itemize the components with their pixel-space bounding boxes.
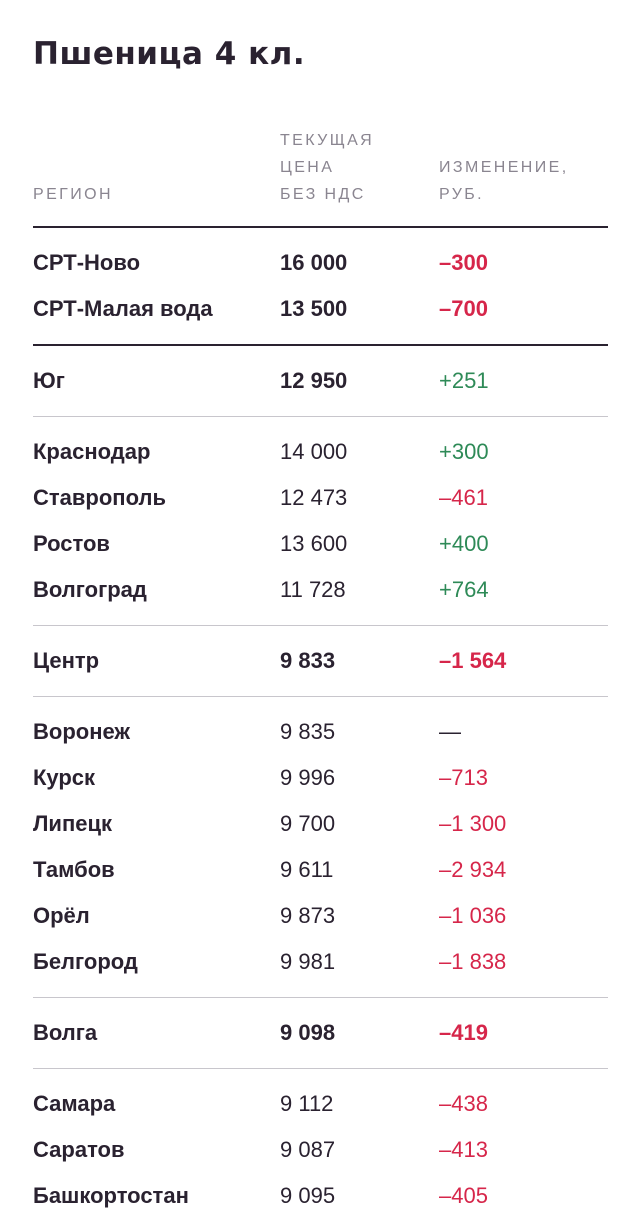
table-row: СРТ-Малая вода 13 500 –700 [33, 286, 608, 332]
row-region: Центр [33, 648, 100, 673]
row-change: –419 [439, 1020, 488, 1045]
row-region: СРТ-Малая вода [33, 296, 213, 321]
row-price: 9 981 [280, 949, 336, 974]
row-region: Тамбов [33, 857, 115, 882]
row-change: –1 838 [439, 949, 507, 974]
row-group-volga: Самара 9 112 –438 Саратов 9 087 –413 Баш… [33, 1069, 608, 1231]
row-region: Самара [33, 1091, 116, 1116]
table-row-summary: Волга 9 098 –419 [33, 1010, 608, 1056]
row-region: Ростов [33, 531, 110, 556]
group-divider [33, 625, 608, 626]
row-price: 9 700 [280, 811, 336, 836]
row-change: –2 934 [439, 857, 507, 882]
row-region: Воронеж [33, 719, 131, 744]
group-divider [33, 696, 608, 697]
table-header: РЕГИОН ТЕКУЩАЯ ЦЕНА БЕЗ НДС ИЗМЕНЕНИЕ, Р… [33, 120, 608, 208]
row-change: –700 [439, 296, 488, 321]
table-row: Волгоград 11 728 +764 [33, 567, 608, 613]
table-row: Липецк 9 700 –1 300 [33, 801, 608, 847]
group-divider [33, 344, 608, 346]
row-region: Волга [33, 1020, 98, 1045]
group-divider [33, 1068, 608, 1069]
row-price: 9 095 [280, 1183, 336, 1208]
row-price: 13 500 [280, 296, 348, 321]
row-price: 9 087 [280, 1137, 336, 1162]
column-header-change: ИЗМЕНЕНИЕ, РУБ. [439, 159, 569, 203]
row-change: –461 [439, 485, 488, 510]
header-divider [33, 226, 608, 228]
row-price: 9 835 [280, 719, 336, 744]
row-region: Башкортостан [33, 1183, 189, 1208]
row-group-centr-summary: Центр 9 833 –1 564 [33, 626, 608, 696]
price-table: СРТ-Ново 16 000 –300 СРТ-Малая вода 13 5… [33, 226, 608, 1231]
row-price: 9 112 [280, 1091, 334, 1116]
row-group-centr: Воронеж 9 835 — Курск 9 996 –713 Липецк … [33, 697, 608, 997]
table-row: Воронеж 9 835 — [33, 709, 608, 755]
row-price: 11 728 [280, 577, 346, 602]
page-title: Пшеница 4 кл. [33, 36, 306, 72]
row-change: +251 [439, 368, 489, 393]
table-row: Орёл 9 873 –1 036 [33, 893, 608, 939]
row-change: +300 [439, 439, 489, 464]
row-group-yug: Краснодар 14 000 +300 Ставрополь 12 473 … [33, 417, 608, 625]
row-price: 16 000 [280, 250, 348, 275]
row-price: 13 600 [280, 531, 348, 556]
row-group-srt: СРТ-Ново 16 000 –300 СРТ-Малая вода 13 5… [33, 228, 608, 344]
row-region: Орёл [33, 903, 90, 928]
row-region: СРТ-Ново [33, 250, 141, 275]
row-price: 9 833 [280, 648, 336, 673]
column-header-price: ТЕКУЩАЯ ЦЕНА БЕЗ НДС [280, 132, 375, 203]
row-price: 12 473 [280, 485, 348, 510]
table-row: Ростов 13 600 +400 [33, 521, 608, 567]
group-divider [33, 997, 608, 998]
row-change: –405 [439, 1183, 488, 1208]
row-region: Саратов [33, 1137, 125, 1162]
row-change: –413 [439, 1137, 488, 1162]
table-row: Самара 9 112 –438 [33, 1081, 608, 1127]
group-divider [33, 416, 608, 417]
row-price: 9 611 [280, 857, 334, 882]
table-row: Башкортостан 9 095 –405 [33, 1173, 608, 1219]
table-row: Ставрополь 12 473 –461 [33, 475, 608, 521]
row-region: Краснодар [33, 439, 151, 464]
row-price: 14 000 [280, 439, 348, 464]
row-group-yug-summary: Юг 12 950 +251 [33, 346, 608, 416]
row-region: Юг [33, 368, 65, 393]
row-change: –300 [439, 250, 488, 275]
row-region: Курск [33, 765, 96, 790]
row-region: Белгород [33, 949, 138, 974]
row-region: Ставрополь [33, 485, 166, 510]
table-row: Курск 9 996 –713 [33, 755, 608, 801]
table-row: Тамбов 9 611 –2 934 [33, 847, 608, 893]
row-price: 9 098 [280, 1020, 336, 1045]
row-change: –438 [439, 1091, 488, 1116]
row-price: 9 996 [280, 765, 336, 790]
row-change: –1 564 [439, 648, 507, 673]
row-price: 9 873 [280, 903, 336, 928]
row-change: +764 [439, 577, 489, 602]
row-change: –1 300 [439, 811, 507, 836]
table-row: Белгород 9 981 –1 838 [33, 939, 608, 985]
table-row-summary: Юг 12 950 +251 [33, 358, 608, 404]
row-change: –1 036 [439, 903, 507, 928]
table-row-summary: Центр 9 833 –1 564 [33, 638, 608, 684]
row-change: –713 [439, 765, 488, 790]
row-change: — [439, 719, 461, 744]
table-row: СРТ-Ново 16 000 –300 [33, 240, 608, 286]
row-region: Липецк [33, 811, 113, 836]
table-row: Краснодар 14 000 +300 [33, 429, 608, 475]
row-region: Волгоград [33, 577, 147, 602]
row-price: 12 950 [280, 368, 348, 393]
row-change: +400 [439, 531, 489, 556]
row-group-volga-summary: Волга 9 098 –419 [33, 998, 608, 1068]
column-header-region: РЕГИОН [33, 186, 113, 203]
table-row: Саратов 9 087 –413 [33, 1127, 608, 1173]
